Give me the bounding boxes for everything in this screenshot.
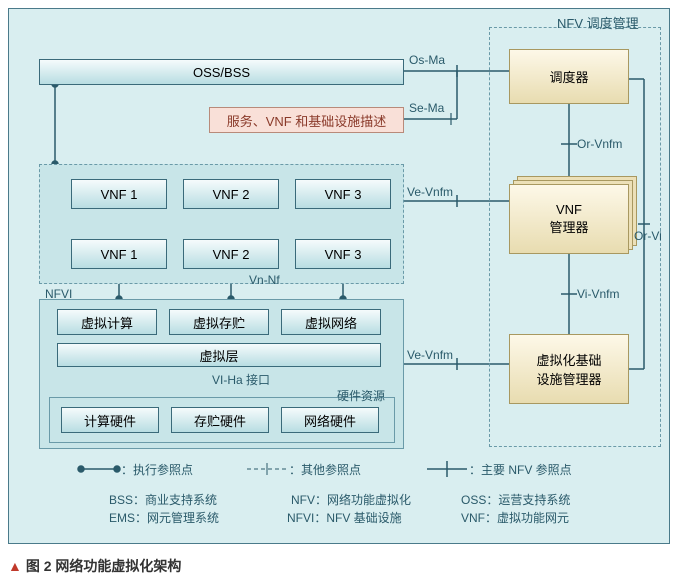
oss-bss-label: OSS/BSS — [193, 65, 250, 80]
vnf-label: VNF 2 — [213, 247, 250, 262]
hw-box: 计算硬件 — [61, 407, 159, 433]
vnf-box: VNF 2 — [183, 179, 279, 209]
vnf-box: VNF 2 — [183, 239, 279, 269]
orchestrator-label: 调度器 — [549, 67, 588, 86]
orchestrator-box: 调度器 — [509, 49, 629, 104]
virt-box: 虚拟存贮 — [169, 309, 269, 335]
vnf-label: VNF 3 — [325, 247, 362, 262]
gloss: BSS：商业支持系统 — [109, 491, 217, 508]
vnfm-stack: VNF 管理器 — [509, 184, 629, 254]
mano-title: NFV 调度管理 — [557, 13, 639, 32]
figure-caption: ▲图 2 网络功能虚拟化架构 — [8, 556, 181, 576]
caption-text: 图 2 网络功能虚拟化架构 — [26, 558, 182, 574]
vnf-label: VNF 3 — [325, 187, 362, 202]
hw-label: 硬件资源 — [337, 387, 385, 404]
virt-layer-box: 虚拟层 — [57, 343, 381, 367]
nfvi-label: NFVI — [45, 287, 72, 301]
legend-text: ：其他参照点 — [289, 463, 361, 477]
vnf-box: VNF 1 — [71, 239, 167, 269]
vnf-box: VNF 3 — [295, 179, 391, 209]
outer-panel: NFV 调度管理 OSS/BSS 服务、VNF 和基础设施描述 VNF 1 VN… — [8, 8, 670, 544]
caption-marker-icon: ▲ — [8, 558, 22, 574]
gloss: EMS：网元管理系统 — [109, 509, 219, 526]
service-desc-box: 服务、VNF 和基础设施描述 — [209, 107, 404, 133]
virt-layer-label: 虚拟层 — [199, 346, 238, 365]
hw-item-label: 存贮硬件 — [194, 411, 246, 430]
vnf-label: VNF 1 — [101, 247, 138, 262]
gloss: NFV：网络功能虚拟化 — [291, 491, 411, 508]
vnf-box: VNF 3 — [295, 239, 391, 269]
vnfm-label: VNF 管理器 — [549, 202, 588, 236]
iface-label: Se-Ma — [409, 101, 444, 115]
hw-box: 存贮硬件 — [171, 407, 269, 433]
vim-box: 虚拟化基础 设施管理器 — [509, 334, 629, 404]
legend-text: ：执行参照点 — [121, 463, 193, 477]
hw-box: 网络硬件 — [281, 407, 379, 433]
virt-box: 虚拟网络 — [281, 309, 381, 335]
virt-box: 虚拟计算 — [57, 309, 157, 335]
iface-label: Or-Vi — [634, 229, 662, 243]
legend-exec: ：执行参照点 — [121, 461, 193, 478]
legend-other: ：其他参照点 — [289, 461, 361, 478]
iface-label: Vn-Nf — [249, 273, 280, 287]
gloss: OSS：运营支持系统 — [461, 491, 570, 508]
iface-label: Vi-Vnfm — [577, 287, 619, 301]
service-desc-label: 服务、VNF 和基础设施描述 — [227, 111, 387, 130]
iface-label: Ve-Vnfm — [407, 185, 453, 199]
vnf-label: VNF 1 — [101, 187, 138, 202]
legend-text: ：主要 NFV 参照点 — [469, 463, 572, 477]
gloss: VNF：虚拟功能网元 — [461, 509, 569, 526]
diagram-frame: NFV 调度管理 OSS/BSS 服务、VNF 和基础设施描述 VNF 1 VN… — [0, 0, 678, 586]
iface-label: Or-Vnfm — [577, 137, 622, 151]
hw-item-label: 网络硬件 — [304, 411, 356, 430]
vnf-box: VNF 1 — [71, 179, 167, 209]
virt-label: 虚拟计算 — [81, 313, 133, 332]
oss-bss-box: OSS/BSS — [39, 59, 404, 85]
iface-label: Os-Ma — [409, 53, 445, 67]
vim-label: 虚拟化基础 设施管理器 — [536, 350, 601, 388]
gloss: NFVI：NFV 基础设施 — [287, 509, 402, 526]
virt-label: 虚拟存贮 — [193, 313, 245, 332]
virt-label: 虚拟网络 — [305, 313, 357, 332]
legend-main: ：主要 NFV 参照点 — [469, 461, 572, 478]
hw-item-label: 计算硬件 — [84, 411, 136, 430]
iface-label: Ve-Vnfm — [407, 348, 453, 362]
vnf-label: VNF 2 — [213, 187, 250, 202]
viha-label: VI-Ha 接口 — [212, 371, 270, 388]
